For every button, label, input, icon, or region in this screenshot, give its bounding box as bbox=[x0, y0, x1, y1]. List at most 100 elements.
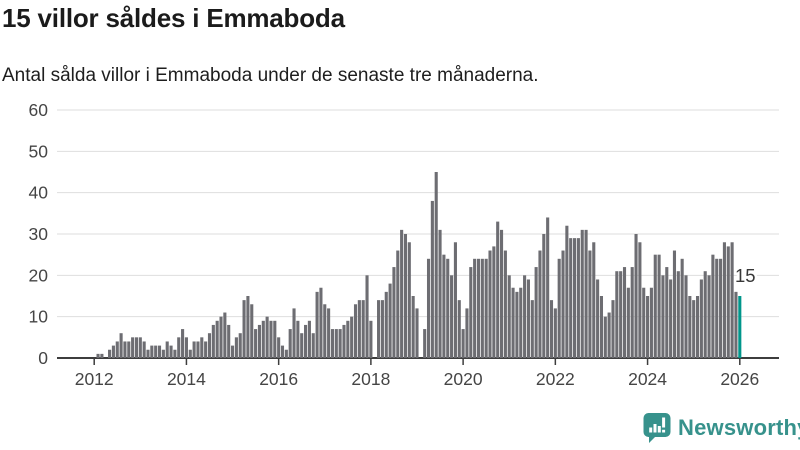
bar bbox=[592, 242, 596, 358]
bar bbox=[442, 254, 446, 358]
bar bbox=[438, 229, 442, 358]
bar bbox=[330, 329, 335, 358]
bar bbox=[634, 234, 638, 358]
bar bbox=[557, 258, 561, 358]
bar bbox=[115, 341, 119, 358]
bar bbox=[304, 324, 308, 358]
bar bbox=[534, 267, 538, 358]
bar bbox=[411, 296, 415, 358]
bar bbox=[227, 324, 231, 358]
x-tick-label: 2026 bbox=[720, 369, 759, 389]
bar bbox=[699, 279, 703, 358]
bar bbox=[561, 250, 565, 358]
bar bbox=[342, 324, 346, 358]
bar bbox=[403, 234, 408, 358]
bar bbox=[350, 316, 354, 358]
bar bbox=[369, 320, 373, 358]
bar bbox=[707, 275, 711, 358]
bar bbox=[446, 258, 450, 358]
newsworthy-logo[interactable]: Newsworthy bbox=[643, 412, 800, 443]
bar bbox=[584, 229, 588, 358]
bar bbox=[338, 329, 342, 358]
bar bbox=[361, 300, 365, 358]
bar bbox=[254, 329, 258, 358]
bar bbox=[695, 296, 700, 358]
bar bbox=[526, 279, 530, 358]
bar bbox=[407, 242, 411, 358]
bar bbox=[288, 329, 292, 358]
bar bbox=[273, 320, 277, 358]
bar bbox=[396, 250, 400, 358]
bar bbox=[649, 287, 653, 358]
bar bbox=[311, 333, 315, 358]
chart-header: 15 villor såldes i Emmaboda Antal sålda … bbox=[2, 2, 782, 88]
y-tick-label: 30 bbox=[29, 224, 49, 244]
bar bbox=[492, 246, 496, 358]
bar bbox=[615, 271, 619, 358]
bar bbox=[119, 333, 123, 358]
page-title: 15 villor såldes i Emmaboda bbox=[2, 3, 345, 33]
bar bbox=[357, 300, 361, 358]
bar bbox=[530, 300, 534, 358]
bar bbox=[588, 250, 592, 358]
bar bbox=[511, 287, 515, 358]
bar bbox=[154, 345, 158, 358]
bar bbox=[269, 320, 273, 358]
bar bbox=[715, 258, 719, 358]
bar bbox=[319, 287, 323, 358]
bar bbox=[523, 275, 527, 358]
y-tick-label: 10 bbox=[29, 307, 49, 327]
bar bbox=[507, 275, 511, 358]
bar bbox=[296, 320, 300, 358]
bar bbox=[353, 304, 358, 358]
bar bbox=[219, 316, 223, 358]
bar bbox=[334, 329, 338, 358]
bar bbox=[157, 345, 162, 358]
bar bbox=[400, 229, 404, 358]
bar bbox=[719, 258, 723, 358]
bar bbox=[215, 320, 219, 358]
bar bbox=[111, 345, 115, 358]
bar bbox=[453, 242, 457, 358]
bar bbox=[242, 300, 246, 358]
bar bbox=[461, 329, 465, 358]
bar bbox=[184, 337, 188, 358]
bar bbox=[573, 238, 577, 358]
bar bbox=[277, 337, 281, 358]
bar bbox=[134, 337, 139, 358]
bar bbox=[473, 258, 477, 358]
bar bbox=[223, 312, 227, 358]
bar bbox=[638, 242, 642, 358]
bar bbox=[515, 291, 519, 358]
x-tick-label: 2014 bbox=[167, 369, 206, 389]
bar bbox=[108, 349, 112, 358]
x-tick-label: 2018 bbox=[351, 369, 390, 389]
bar bbox=[488, 250, 492, 358]
bar bbox=[207, 333, 212, 358]
bar bbox=[127, 341, 131, 358]
bar bbox=[661, 275, 665, 358]
bar bbox=[200, 337, 204, 358]
x-tick-label: 2020 bbox=[444, 369, 483, 389]
bar bbox=[457, 300, 461, 358]
bar bbox=[380, 300, 384, 358]
bar bbox=[250, 304, 254, 358]
bar bbox=[96, 353, 100, 358]
bar bbox=[619, 271, 623, 358]
bar bbox=[669, 279, 673, 358]
bar bbox=[292, 308, 296, 358]
bar bbox=[722, 242, 726, 358]
bar bbox=[415, 308, 419, 358]
y-tick-label: 60 bbox=[29, 100, 49, 120]
bar bbox=[323, 304, 327, 358]
newsworthy-bubble-chart-icon bbox=[643, 413, 671, 443]
bar bbox=[503, 250, 507, 358]
bar bbox=[622, 267, 627, 358]
bar bbox=[327, 308, 331, 358]
bar bbox=[173, 349, 177, 358]
bar bbox=[672, 250, 677, 358]
bar bbox=[692, 300, 696, 358]
bar bbox=[384, 291, 388, 358]
bar bbox=[165, 341, 169, 358]
bar bbox=[576, 238, 580, 358]
